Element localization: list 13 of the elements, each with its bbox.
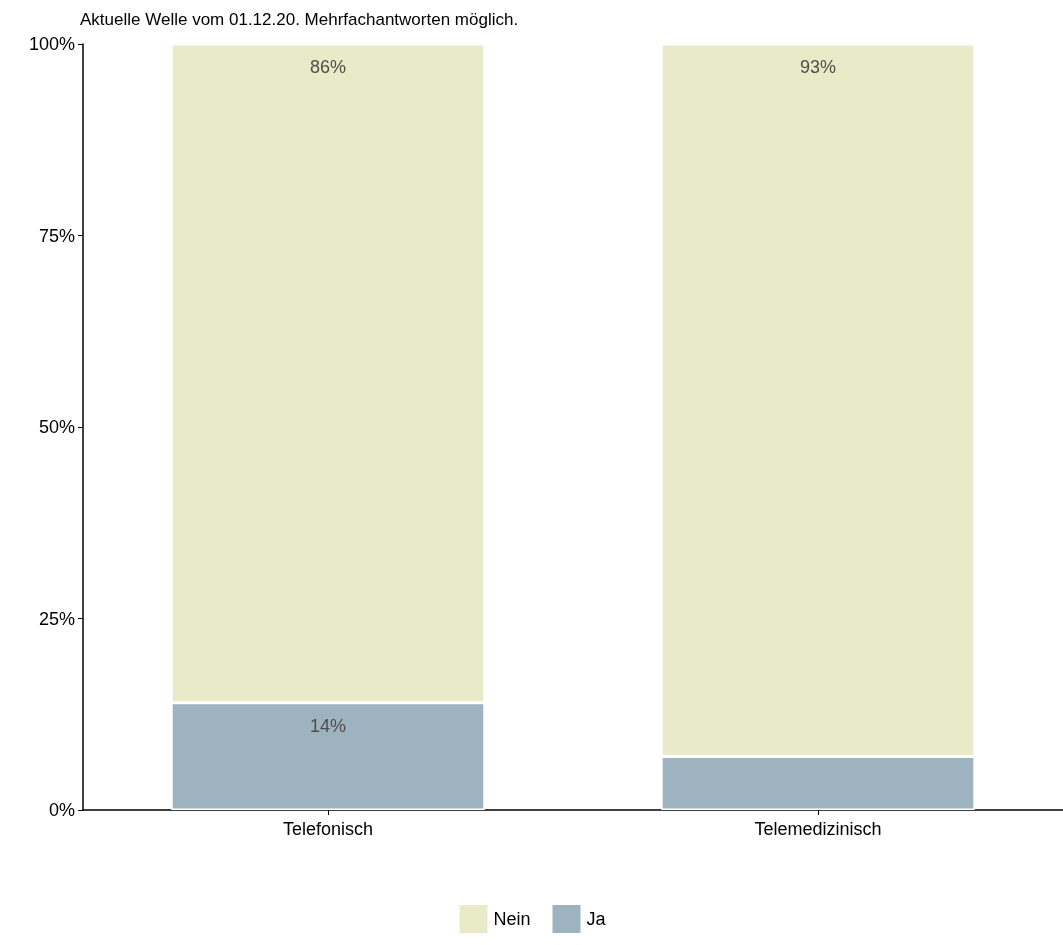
x-tick-label: Telefonisch (282, 819, 374, 839)
y-tick-label: 50% (38, 417, 75, 437)
data-label: 93% (799, 57, 837, 77)
y-tick-label: 75% (38, 225, 75, 246)
y-tick-label: 0% (48, 800, 75, 820)
data-label: 86% (309, 57, 347, 77)
x-tick-label: Telemedizinisch (754, 819, 882, 839)
legend-label: Ja (586, 909, 607, 929)
legend-label: Nein (493, 909, 531, 929)
data-label: 14% (309, 715, 347, 736)
y-tick-label: 25% (38, 608, 75, 629)
y-tick-label: 100% (28, 34, 75, 54)
chart-title: Aktuelle Welle vom 01.12.20. Mehrfachantworten möglich. (80, 10, 519, 29)
